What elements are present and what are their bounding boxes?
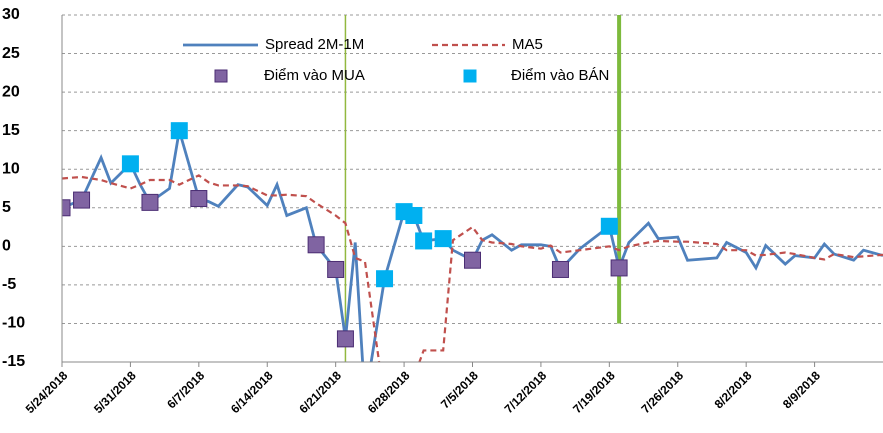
y-tick-label: 20 bbox=[2, 83, 20, 100]
x-tick-label: 5/24/2018 bbox=[23, 368, 71, 416]
marker bbox=[62, 199, 71, 217]
marker bbox=[307, 236, 325, 254]
legend-label: MA5 bbox=[512, 36, 543, 53]
y-tick-label: 30 bbox=[2, 6, 20, 23]
marker bbox=[336, 330, 354, 348]
x-tick-label: 8/9/2018 bbox=[780, 368, 823, 411]
x-tick-label: 7/5/2018 bbox=[438, 368, 481, 411]
legend-swatch bbox=[214, 69, 228, 83]
x-tick-label: 6/7/2018 bbox=[164, 368, 207, 411]
marker bbox=[610, 259, 628, 277]
marker bbox=[434, 230, 452, 248]
x-tick-label: 6/21/2018 bbox=[296, 368, 344, 416]
marker bbox=[170, 122, 188, 140]
marker bbox=[327, 260, 345, 278]
marker bbox=[141, 193, 159, 211]
x-tick-label: 5/31/2018 bbox=[91, 368, 139, 416]
axes: -15 -10 -5 0 5 10 15 20 25 30 5/24/2018 5/31/2018 6/… bbox=[2, 6, 883, 416]
x-tick-label: 8/2/2018 bbox=[712, 368, 755, 411]
marker bbox=[551, 260, 569, 278]
x-tick-label: 6/14/2018 bbox=[228, 368, 276, 416]
series-line bbox=[62, 174, 883, 362]
marker bbox=[121, 155, 139, 173]
y-tick-label: 0 bbox=[2, 238, 11, 255]
marker bbox=[405, 206, 423, 224]
grid bbox=[62, 14, 883, 363]
marker bbox=[415, 232, 433, 250]
y-tick-label: 15 bbox=[2, 122, 20, 139]
legend-label: Điểm vào MUA bbox=[264, 67, 365, 84]
marker bbox=[464, 251, 481, 269]
marker bbox=[376, 270, 394, 288]
legend-label: Spread 2M-1M bbox=[265, 36, 364, 53]
x-tick-label: 7/12/2018 bbox=[502, 368, 550, 416]
y-tick-label: -5 bbox=[2, 276, 16, 293]
legend-label: Điểm vào BÁN bbox=[511, 67, 609, 84]
marker bbox=[190, 190, 208, 208]
y-tick-label: 5 bbox=[2, 199, 11, 216]
y-tick-label: -15 bbox=[2, 353, 25, 370]
y-tick-label: -10 bbox=[2, 315, 25, 332]
marker bbox=[73, 191, 91, 209]
y-tick-label: 10 bbox=[2, 160, 20, 177]
x-tick-label: 6/28/2018 bbox=[365, 368, 413, 416]
x-tick-label: 7/19/2018 bbox=[570, 368, 618, 416]
legend-swatch bbox=[463, 69, 477, 83]
legend: Spread 2M-1M MA5 Điểm vào MUA Điểm vào BÁN bbox=[183, 36, 609, 84]
x-tick-label: 7/26/2018 bbox=[638, 368, 686, 416]
y-tick-label: 25 bbox=[2, 45, 20, 62]
plot-area bbox=[62, 15, 883, 362]
marker bbox=[600, 217, 618, 235]
